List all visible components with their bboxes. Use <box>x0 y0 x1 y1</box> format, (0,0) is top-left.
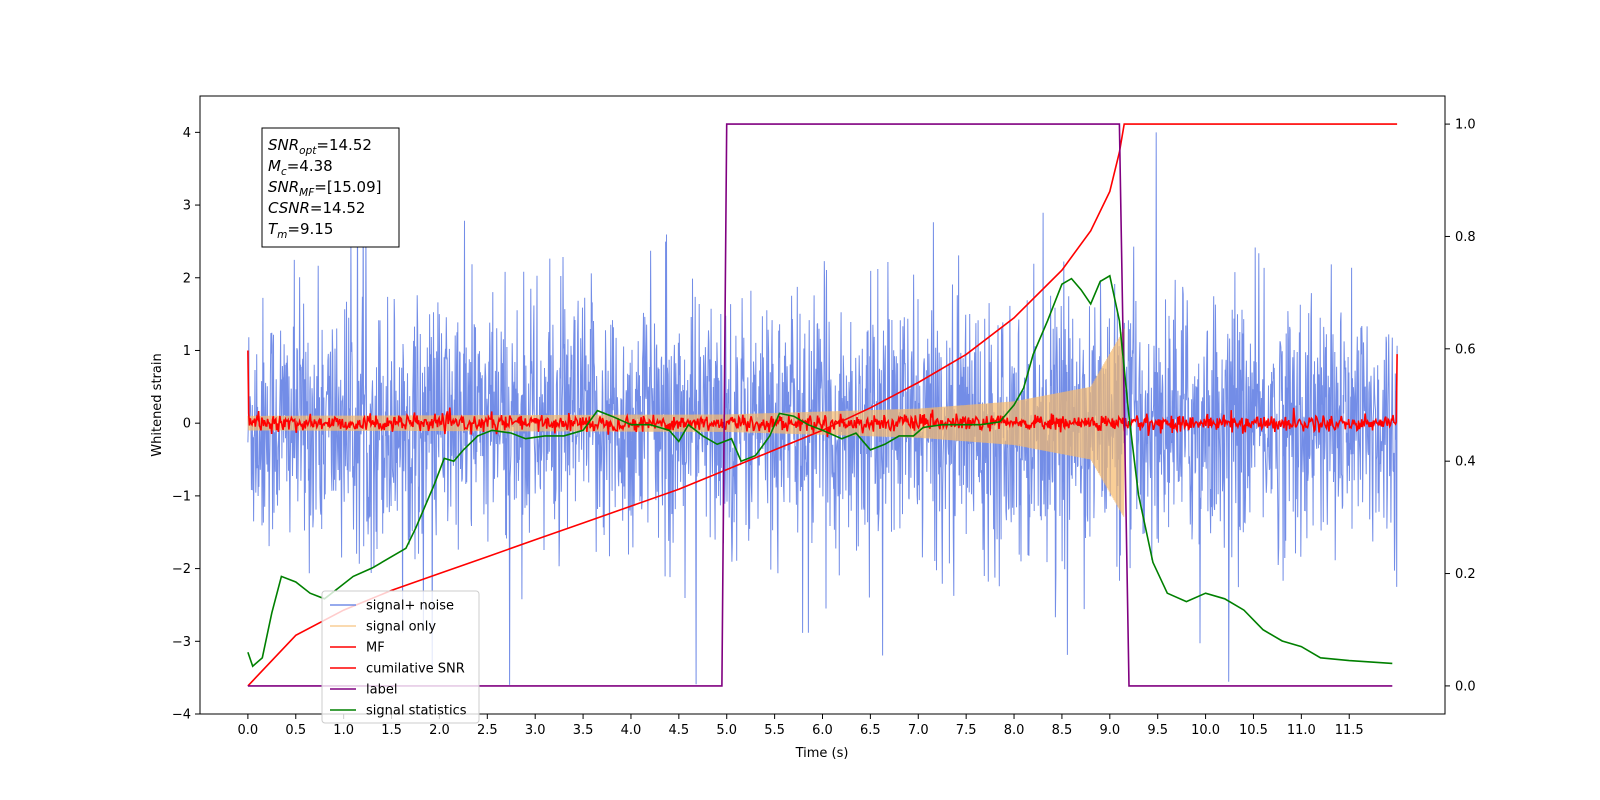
legend-label: cumilative SNR <box>366 662 465 677</box>
x-tick-label: 3.5 <box>573 723 594 738</box>
x-tick-label: 9.5 <box>1147 723 1168 738</box>
x-tick-label: 10.0 <box>1191 723 1220 738</box>
x-axis-label: Time (s) <box>795 746 849 761</box>
x-tick-label: 6.0 <box>812 723 833 738</box>
y-right-tick-label: 0.4 <box>1455 455 1476 470</box>
legend-label: label <box>366 683 397 698</box>
legend-label: signal statistics <box>366 704 467 719</box>
x-tick-label: 4.5 <box>669 723 690 738</box>
series-mf <box>247 350 1398 438</box>
series-cumilative-snr <box>247 123 1398 687</box>
y-right-tick-label: 0.0 <box>1455 679 1476 694</box>
legend-label: signal only <box>366 620 436 635</box>
y-left-tick-label: 4 <box>183 126 191 141</box>
y-axis-label-left: Whitened strain <box>150 353 165 456</box>
info-line: Mc=4.38 <box>268 157 333 178</box>
legend-label: signal+ noise <box>366 599 454 614</box>
x-tick-label: 7.5 <box>956 723 977 738</box>
y-right-tick-label: 0.2 <box>1455 567 1476 582</box>
legend-item: signal statistics <box>330 704 467 719</box>
legend-item: signal only <box>330 620 436 635</box>
info-line: SNRopt=14.52 <box>268 136 372 157</box>
x-tick-label: 1.0 <box>333 723 354 738</box>
y-left-tick-label: 2 <box>183 271 191 286</box>
legend-item: signal+ noise <box>330 599 454 614</box>
y-left-tick-label: −3 <box>172 635 191 650</box>
series-label <box>247 123 1393 687</box>
x-tick-label: 4.0 <box>621 723 642 738</box>
y-left-tick-label: 0 <box>183 417 191 432</box>
legend-item: label <box>330 683 397 698</box>
x-tick-label: 9.0 <box>1099 723 1120 738</box>
info-line: Tm=9.15 <box>268 220 333 241</box>
x-tick-label: 1.5 <box>381 723 402 738</box>
x-axis: 0.0 0.5 1.0 1.5 2.0 2.5 3.0 3.5 4.0 4.5 5.0 5.5 6.0 6… <box>238 714 1364 738</box>
series-signal-noise <box>247 132 1398 685</box>
y-right-tick-label: 0.8 <box>1455 230 1476 245</box>
x-tick-label: 2.0 <box>429 723 450 738</box>
legend-item: MF <box>330 641 385 656</box>
x-tick-label: 8.0 <box>1004 723 1025 738</box>
y-axis-left: 4 3 2 1 0 −1 −2 −3 −4 <box>172 126 200 723</box>
y-left-tick-label: 1 <box>183 344 191 359</box>
info-box-frame <box>261 127 400 248</box>
series-signal-only <box>247 328 1125 517</box>
x-tick-label: 11.0 <box>1287 723 1316 738</box>
y-axis-right: 1.0 0.8 0.6 0.4 0.2 0.0 <box>1445 118 1476 694</box>
y-right-tick-label: 0.6 <box>1455 342 1476 357</box>
y-right-tick-label: 1.0 <box>1455 118 1476 133</box>
x-tick-label: 6.5 <box>860 723 881 738</box>
x-tick-label: 2.5 <box>477 723 498 738</box>
info-line: CSNR=14.52 <box>268 199 365 217</box>
legend-frame <box>321 590 480 724</box>
x-tick-label: 8.5 <box>1052 723 1073 738</box>
x-tick-label: 3.0 <box>525 723 546 738</box>
plot-area <box>247 123 1398 687</box>
x-tick-label: 0.0 <box>238 723 259 738</box>
series-signal-statistics <box>247 274 1393 668</box>
x-tick-label: 11.5 <box>1335 723 1364 738</box>
info-line: SNRMF=[15.09] <box>268 178 382 199</box>
y-left-tick-label: −4 <box>172 708 191 723</box>
legend-item: cumilative SNR <box>330 662 465 677</box>
legend-label: MF <box>366 641 385 656</box>
x-tick-label: 5.0 <box>716 723 737 738</box>
legend: signal+ noise signal only MF cumilative SNR… <box>321 590 480 724</box>
x-tick-label: 5.5 <box>764 723 785 738</box>
y-left-tick-label: −2 <box>172 562 191 577</box>
x-tick-label: 0.5 <box>285 723 306 738</box>
x-tick-label: 7.0 <box>908 723 929 738</box>
y-left-tick-label: 3 <box>183 199 191 214</box>
y-left-tick-label: −1 <box>172 489 191 504</box>
info-box: SNRopt=14.52Mc=4.38SNRMF=[15.09]CSNR=14.… <box>261 127 400 248</box>
x-tick-label: 10.5 <box>1239 723 1268 738</box>
